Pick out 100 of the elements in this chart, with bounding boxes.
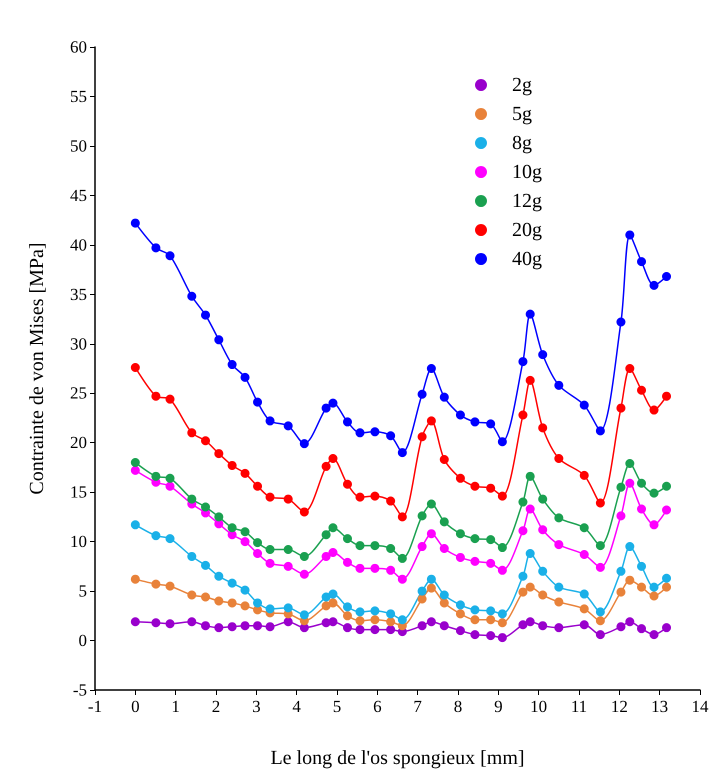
point (214, 596, 224, 606)
point (166, 251, 175, 260)
point (418, 594, 427, 604)
point (240, 601, 250, 610)
point (240, 537, 250, 546)
point (426, 529, 436, 538)
point (370, 606, 380, 616)
point (266, 622, 275, 632)
point (526, 548, 535, 558)
point (440, 590, 449, 600)
point (470, 417, 480, 426)
point (130, 574, 140, 584)
point (470, 556, 480, 566)
point (386, 625, 396, 634)
x-tick-label: 2 (212, 697, 220, 716)
point (580, 523, 589, 532)
point (456, 529, 465, 538)
point (370, 564, 380, 573)
point (253, 482, 262, 491)
point (398, 615, 407, 624)
point (470, 534, 480, 544)
point (637, 257, 646, 266)
point (151, 243, 160, 252)
point (166, 474, 175, 483)
point (662, 505, 672, 514)
y-tick-label: 45 (70, 186, 87, 205)
point (284, 545, 293, 554)
point (498, 618, 507, 628)
point (228, 523, 237, 532)
point (266, 492, 275, 502)
point (616, 588, 626, 597)
point (518, 526, 528, 536)
point (526, 472, 535, 481)
point (580, 550, 589, 559)
point (214, 572, 224, 581)
point (625, 617, 634, 626)
point (166, 582, 175, 591)
point (398, 448, 407, 458)
point (554, 597, 564, 606)
y-tick-label: 0 (78, 631, 87, 650)
y-tick-label: 60 (70, 38, 87, 56)
y-tick-label: 40 (70, 235, 87, 254)
point (151, 531, 160, 540)
point (228, 578, 237, 588)
point (386, 617, 396, 626)
legend-label: 20g (512, 219, 542, 241)
point (322, 530, 331, 540)
legend-label: 8g (512, 132, 532, 154)
point (662, 574, 672, 583)
point (166, 534, 175, 544)
point (426, 364, 436, 373)
point (498, 633, 507, 642)
point (342, 534, 352, 544)
x-tick-label: 7 (413, 697, 422, 716)
point (426, 416, 436, 426)
point (518, 357, 528, 366)
point (130, 520, 140, 530)
point (370, 625, 380, 634)
point (328, 548, 338, 557)
legend-label: 40g (512, 248, 542, 270)
point (342, 623, 352, 632)
point (300, 610, 309, 620)
x-tick-label: 10 (530, 697, 548, 716)
point (356, 492, 364, 502)
point (253, 598, 262, 608)
point (486, 615, 496, 624)
y-tick-label: 30 (70, 334, 87, 354)
point (342, 602, 352, 612)
point (526, 617, 535, 626)
point (214, 449, 224, 458)
point (650, 406, 659, 415)
point (356, 625, 364, 634)
point (637, 562, 646, 571)
legend-label: 5g (512, 103, 532, 125)
point (300, 507, 309, 516)
point (426, 500, 436, 509)
x-tick-label: 13 (651, 697, 668, 716)
point (356, 541, 364, 550)
point (166, 482, 175, 491)
x-axis-title: Le long de l'os spongieux [mm] (270, 747, 525, 769)
point (554, 454, 564, 464)
point (616, 622, 626, 632)
point (187, 494, 196, 504)
point (596, 630, 605, 640)
point (662, 392, 672, 401)
point (253, 398, 262, 407)
point (398, 512, 407, 522)
point (616, 404, 626, 413)
point (426, 584, 436, 593)
x-tick-label: 12 (610, 697, 628, 716)
x-tick-label: 1 (171, 697, 180, 716)
x-tick-label: 5 (332, 697, 342, 716)
point (356, 428, 364, 438)
point (518, 498, 528, 507)
point (266, 604, 275, 614)
point (650, 630, 659, 640)
point (370, 492, 380, 501)
point (187, 617, 196, 626)
point (616, 318, 626, 327)
point (538, 350, 548, 360)
